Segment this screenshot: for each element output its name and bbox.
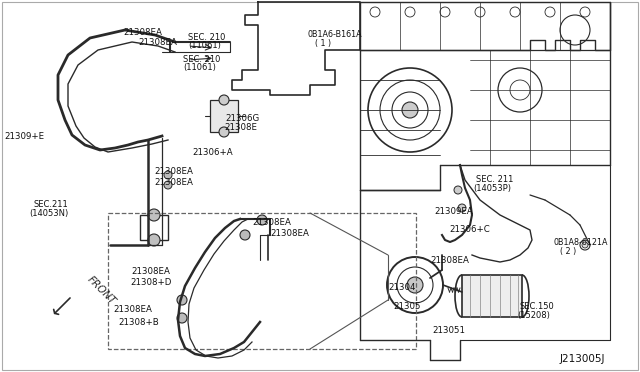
Bar (108, 213, 416, 349)
Text: (14053P): (14053P) (473, 184, 511, 193)
Text: 21304: 21304 (388, 283, 415, 292)
Circle shape (177, 313, 187, 323)
Text: 21308+D: 21308+D (130, 278, 172, 287)
Text: (11061): (11061) (188, 41, 221, 50)
Circle shape (164, 171, 172, 179)
Text: 21308EA: 21308EA (270, 229, 309, 238)
Text: 0B1A6-B161A: 0B1A6-B161A (308, 30, 363, 39)
Circle shape (402, 102, 418, 118)
Text: (15208): (15208) (517, 311, 550, 320)
Text: 21308E: 21308E (224, 123, 257, 132)
Text: 21308EA: 21308EA (430, 256, 469, 265)
Text: 21308EA: 21308EA (131, 267, 170, 276)
Circle shape (257, 215, 267, 225)
Text: 21308EA: 21308EA (154, 167, 193, 176)
Circle shape (407, 277, 423, 293)
Circle shape (219, 95, 229, 105)
Circle shape (177, 295, 187, 305)
Text: SEC.211: SEC.211 (33, 200, 68, 209)
Text: SEC. 210: SEC. 210 (188, 33, 225, 42)
Circle shape (582, 242, 588, 248)
Text: 21305: 21305 (393, 302, 420, 311)
Circle shape (240, 230, 250, 240)
Text: J213005J: J213005J (560, 354, 605, 364)
Text: 21308EA: 21308EA (123, 28, 162, 37)
Text: 21306+C: 21306+C (449, 225, 490, 234)
Text: 21306+A: 21306+A (192, 148, 232, 157)
Text: (11061): (11061) (183, 63, 216, 72)
Circle shape (148, 209, 160, 221)
Text: 21308EA: 21308EA (138, 38, 177, 47)
Text: 21309+E: 21309+E (4, 132, 44, 141)
Text: (14053N): (14053N) (29, 209, 68, 218)
Text: 0B1A8-6121A: 0B1A8-6121A (553, 238, 607, 247)
Circle shape (458, 204, 466, 212)
Text: 21309EA: 21309EA (434, 207, 473, 216)
Text: 21306G: 21306G (225, 114, 259, 123)
Text: FRONT: FRONT (85, 274, 117, 306)
Text: SEC. 210: SEC. 210 (183, 55, 220, 64)
Text: SEC.150: SEC.150 (519, 302, 554, 311)
Bar (140, 215, 168, 240)
Circle shape (454, 186, 462, 194)
Text: 21308EA: 21308EA (154, 178, 193, 187)
Text: 21308EA: 21308EA (252, 218, 291, 227)
Circle shape (148, 234, 160, 246)
Text: ( 1 ): ( 1 ) (315, 39, 331, 48)
Bar (462, 275, 522, 317)
Bar (210, 100, 238, 132)
Text: SEC. 211: SEC. 211 (476, 175, 513, 184)
Text: 21308+B: 21308+B (118, 318, 159, 327)
Circle shape (164, 181, 172, 189)
Text: 213051: 213051 (432, 326, 465, 335)
Circle shape (219, 127, 229, 137)
Text: 21308EA: 21308EA (113, 305, 152, 314)
Text: ( 2 ): ( 2 ) (560, 247, 576, 256)
